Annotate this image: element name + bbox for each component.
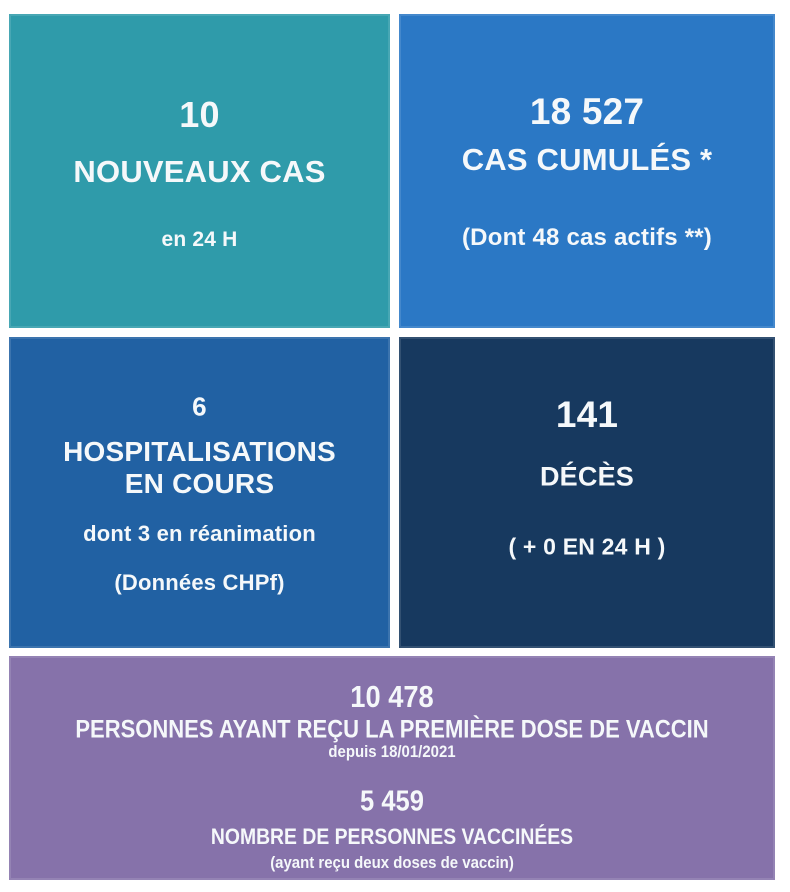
deaths-value: 141 bbox=[555, 394, 619, 435]
fully-vaccinated-value: 5 459 bbox=[360, 785, 424, 818]
hospitalizations-value: 6 bbox=[192, 391, 207, 422]
new-cases-value: 10 bbox=[179, 94, 220, 135]
hospitalizations-label-line1: HOSPITALISATIONS bbox=[63, 436, 336, 467]
active-cases-note: (Dont 48 cas actifs **) bbox=[461, 224, 712, 251]
deaths-card: 141 DÉCÈS ( + 0 EN 24 H ) bbox=[399, 337, 775, 648]
data-source-note: (Données CHPf) bbox=[114, 570, 285, 595]
first-dose-label: PERSONNES AYANT REÇU LA PREMIÈRE DOSE DE… bbox=[75, 715, 709, 744]
hospitalizations-label-line2: EN COURS bbox=[124, 468, 275, 499]
cumulative-cases-label: CAS CUMULÉS * bbox=[461, 142, 713, 177]
cumulative-cases-card: 18 527 CAS CUMULÉS * (Dont 48 cas actifs… bbox=[399, 14, 775, 328]
new-cases-label: NOUVEAUX CAS bbox=[73, 154, 326, 189]
first-dose-value: 10 478 bbox=[350, 679, 434, 714]
vaccination-panel: 10 478 PERSONNES AYANT REÇU LA PREMIÈRE … bbox=[9, 656, 775, 880]
deaths-24h-note: ( + 0 EN 24 H ) bbox=[508, 533, 666, 560]
hospitalizations-card: 6 HOSPITALISATIONS EN COURS dont 3 en ré… bbox=[9, 337, 390, 648]
deaths-label: DÉCÈS bbox=[539, 461, 635, 492]
fully-vaccinated-label: NOMBRE DE PERSONNES VACCINÉES bbox=[210, 824, 574, 849]
first-dose-since-date: depuis 18/01/2021 bbox=[328, 742, 456, 761]
icu-note: dont 3 en réanimation bbox=[83, 521, 316, 546]
new-cases-period: en 24 H bbox=[161, 228, 238, 251]
cumulative-cases-value: 18 527 bbox=[529, 91, 645, 132]
new-cases-card: 10 NOUVEAUX CAS en 24 H bbox=[9, 14, 390, 328]
two-doses-note: (ayant reçu deux doses de vaccin) bbox=[270, 853, 514, 872]
